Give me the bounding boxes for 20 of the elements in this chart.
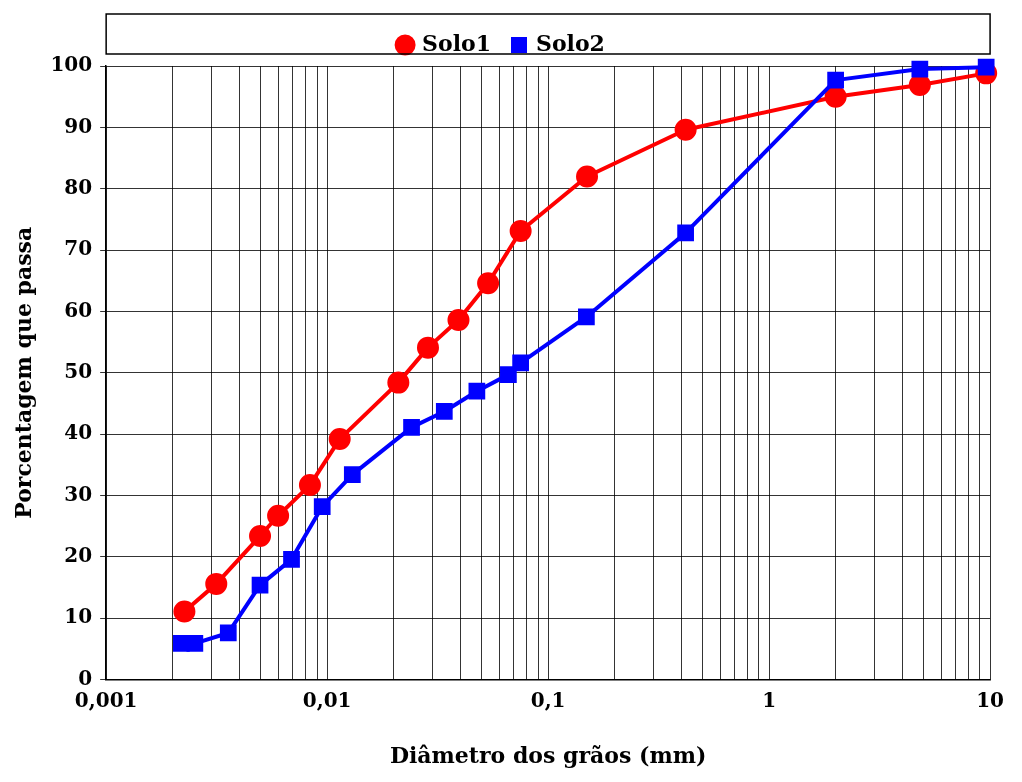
x-tick-label: 0,001	[74, 687, 138, 712]
y-tick-label: 0	[78, 665, 93, 690]
y-tick-label: 60	[64, 297, 93, 322]
y-tick-label: 10	[64, 604, 93, 629]
x-axis-title: Diâmetro dos grãos (mm)	[389, 741, 707, 768]
y-axis-title: Porcentagem que passa	[9, 226, 36, 519]
y-tick-label: 80	[64, 174, 93, 199]
y-tick-label: 40	[64, 420, 93, 445]
y-tick-label: 70	[64, 236, 93, 261]
y-tick-label: 30	[64, 481, 93, 506]
x-tick-label: 0,1	[530, 687, 566, 712]
x-tick-label: 10	[976, 687, 1005, 712]
legend-label: Solo2	[536, 29, 605, 56]
y-tick-label: 20	[64, 543, 93, 568]
legend-label: Solo1	[422, 29, 492, 56]
y-tick-label: 90	[64, 113, 93, 138]
y-tick-label: 50	[64, 359, 93, 383]
y-tick-label: 100	[50, 52, 93, 77]
x-tick-label: 0,01	[302, 687, 352, 712]
x-tick-label: 1	[762, 687, 777, 712]
